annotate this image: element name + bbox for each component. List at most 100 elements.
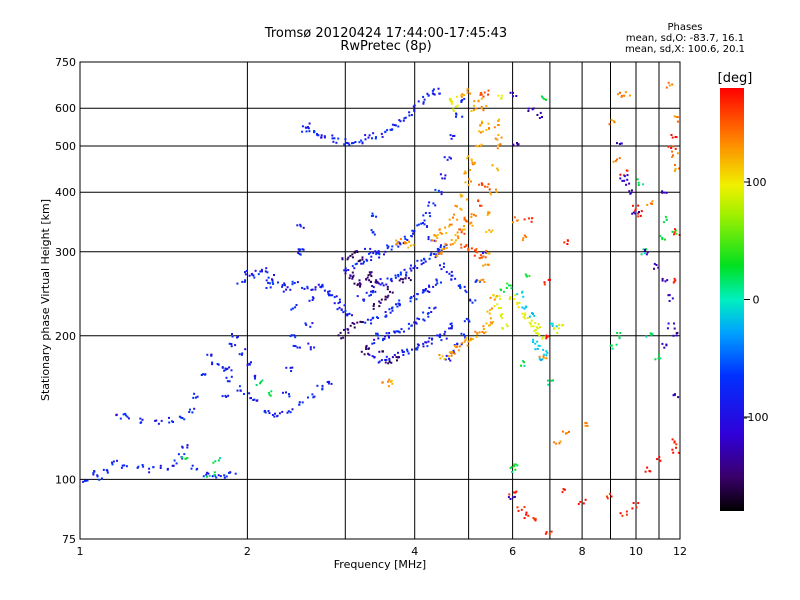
- data-point: [410, 264, 412, 267]
- data-point: [456, 235, 459, 238]
- data-point: [406, 350, 409, 353]
- data-point: [451, 100, 453, 103]
- data-point: [314, 286, 317, 289]
- data-point: [366, 276, 369, 279]
- data-point: [496, 138, 499, 141]
- data-point: [217, 474, 220, 477]
- data-point: [484, 256, 487, 259]
- data-point: [427, 315, 430, 318]
- data-point: [674, 168, 677, 170]
- data-point: [252, 399, 255, 401]
- data-point: [500, 307, 502, 309]
- data-point: [225, 396, 228, 398]
- data-point: [402, 119, 405, 122]
- data-point: [453, 351, 455, 354]
- data-point: [606, 495, 608, 498]
- data-point: [619, 512, 622, 515]
- data-point: [461, 115, 464, 118]
- data-point: [288, 393, 290, 396]
- data-point: [542, 355, 545, 358]
- data-point: [389, 278, 392, 281]
- data-point: [356, 321, 359, 324]
- data-point: [488, 252, 491, 255]
- data-point: [422, 95, 425, 98]
- data-point: [671, 438, 674, 441]
- data-point: [509, 91, 512, 94]
- data-point: [482, 95, 485, 98]
- data-point: [395, 356, 398, 358]
- data-point: [432, 285, 435, 288]
- data-point: [456, 231, 459, 234]
- data-point: [377, 337, 380, 340]
- data-point: [353, 326, 356, 329]
- data-point: [452, 135, 455, 137]
- data-point: [432, 88, 435, 91]
- data-point: [388, 359, 391, 362]
- data-point: [254, 269, 257, 272]
- data-point: [208, 474, 211, 477]
- data-point: [487, 122, 490, 125]
- data-point: [545, 334, 548, 337]
- data-point: [243, 280, 246, 283]
- data-point: [148, 467, 151, 470]
- data-point: [390, 248, 393, 251]
- data-point: [228, 380, 231, 383]
- data-point: [307, 396, 309, 399]
- data-point: [620, 95, 623, 98]
- data-point: [384, 359, 387, 361]
- data-point: [450, 239, 453, 241]
- data-point: [612, 120, 615, 123]
- data-point: [432, 93, 435, 95]
- data-point: [672, 451, 675, 454]
- data-point: [391, 291, 394, 294]
- data-point: [458, 345, 461, 348]
- data-point: [377, 250, 380, 253]
- data-point: [619, 177, 622, 180]
- data-point: [93, 470, 96, 472]
- data-point: [371, 231, 374, 234]
- phase-stats: Phases mean, sd,O: -83.7, 16.1 mean, sd,…: [600, 22, 770, 55]
- data-point: [469, 338, 472, 341]
- data-point: [292, 344, 295, 347]
- data-point: [346, 313, 349, 316]
- data-point: [673, 169, 676, 172]
- data-point: [673, 233, 676, 236]
- data-point: [426, 225, 428, 228]
- data-point: [566, 243, 569, 245]
- data-point: [584, 424, 587, 427]
- data-point: [671, 156, 674, 158]
- data-point: [125, 414, 127, 417]
- data-point: [665, 343, 668, 346]
- data-point: [84, 479, 87, 482]
- data-point: [642, 248, 645, 251]
- data-point: [127, 417, 130, 420]
- data-point: [535, 326, 538, 329]
- data-point: [670, 134, 673, 136]
- data-point: [473, 254, 476, 257]
- data-point: [533, 329, 536, 332]
- data-point: [516, 303, 519, 306]
- data-point: [488, 229, 491, 232]
- data-point: [343, 269, 346, 272]
- data-point: [631, 507, 634, 510]
- data-point: [307, 342, 310, 345]
- data-point: [244, 271, 246, 274]
- data-point: [342, 311, 345, 314]
- data-point: [527, 110, 530, 112]
- data-point: [521, 306, 524, 309]
- data-point: [450, 352, 453, 355]
- data-point: [224, 367, 227, 370]
- data-point: [615, 343, 618, 346]
- data-point: [659, 235, 662, 238]
- data-point: [563, 241, 566, 244]
- data-point: [653, 267, 655, 270]
- data-point: [139, 421, 142, 424]
- data-point: [428, 285, 431, 288]
- data-point: [290, 308, 293, 311]
- data-point: [148, 471, 151, 474]
- data-point: [671, 136, 674, 139]
- data-point: [301, 125, 304, 128]
- data-point: [390, 280, 393, 283]
- data-point: [542, 336, 545, 339]
- x-tick-label: 1: [77, 545, 84, 558]
